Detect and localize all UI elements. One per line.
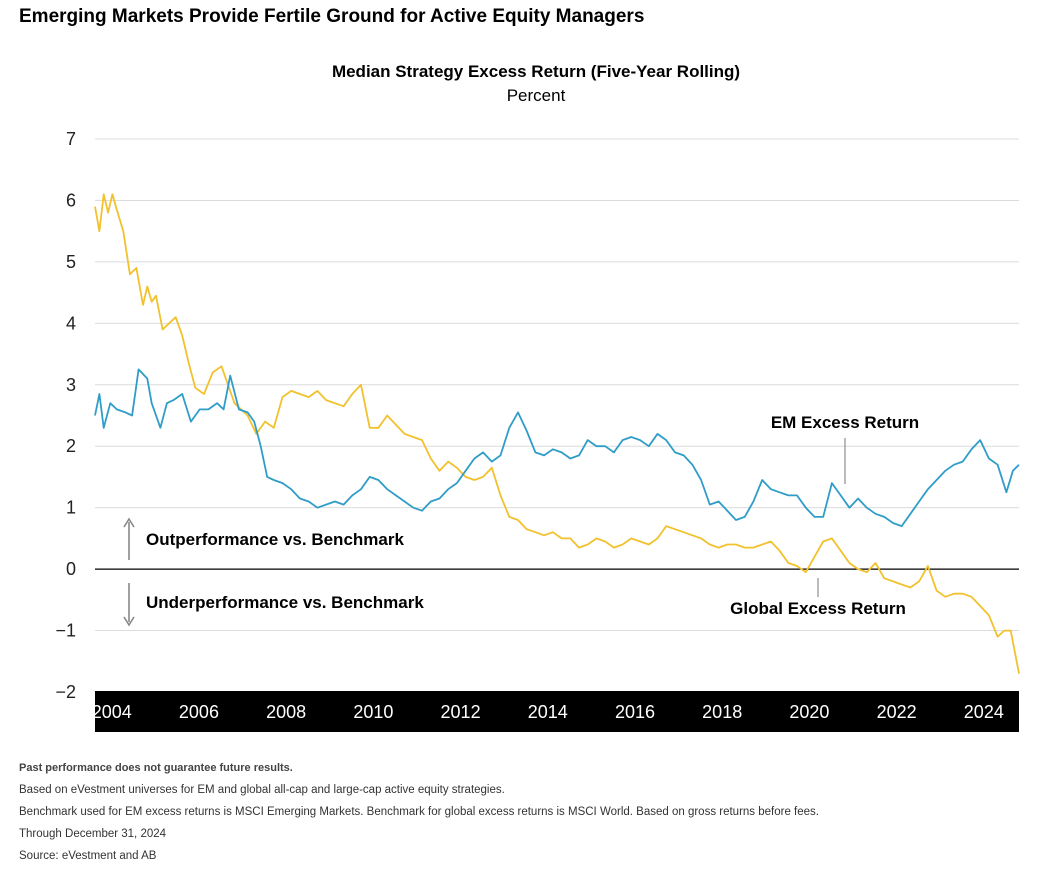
footnote-source: Source: eVestment and AB bbox=[19, 850, 157, 862]
gridlines bbox=[95, 138, 1019, 693]
x-axis-ticks: 2004 2006 2008 2010 2012 2014 2016 2018 2020 2022… bbox=[92, 702, 1004, 722]
y-tick-label: 6 bbox=[66, 190, 76, 210]
footnote-disclaimer: Past performance does not guarantee futu… bbox=[19, 762, 293, 774]
x-tick-label: 2004 bbox=[92, 702, 132, 722]
y-tick-label: 0 bbox=[66, 559, 76, 579]
outperformance-label: Outperformance vs. Benchmark bbox=[146, 530, 404, 549]
chart-title: Median Strategy Excess Return (Five-Year… bbox=[331, 62, 741, 81]
footnotes: Past performance does not guarantee futu… bbox=[19, 760, 819, 870]
em-series-label: EM Excess Return bbox=[771, 413, 919, 432]
x-tick-label: 2022 bbox=[877, 702, 917, 722]
footnote-universe: Based on eVestment universes for EM and … bbox=[19, 784, 505, 796]
x-tick-label: 2014 bbox=[528, 702, 568, 722]
y-tick-label: 7 bbox=[66, 129, 76, 149]
underperformance-label: Underperformance vs. Benchmark bbox=[146, 593, 424, 612]
x-tick-label: 2020 bbox=[789, 702, 829, 722]
x-tick-label: 2024 bbox=[964, 702, 1004, 722]
y-tick-label: −1 bbox=[55, 621, 76, 641]
x-tick-label: 2010 bbox=[353, 702, 393, 722]
global-excess-return-line bbox=[94, 193, 1020, 674]
x-tick-label: 2012 bbox=[441, 702, 481, 722]
footnote-benchmark: Benchmark used for EM excess returns is … bbox=[19, 806, 819, 818]
y-tick-label: 2 bbox=[66, 436, 76, 456]
series-lines bbox=[94, 193, 1020, 674]
y-tick-label: 4 bbox=[66, 313, 76, 333]
y-tick-label: 3 bbox=[66, 375, 76, 395]
global-series-label: Global Excess Return bbox=[730, 599, 906, 618]
y-tick-label: 5 bbox=[66, 252, 76, 272]
x-axis-band bbox=[95, 691, 1019, 732]
x-tick-label: 2018 bbox=[702, 702, 742, 722]
down-arrow-icon bbox=[123, 583, 135, 627]
em-excess-return-line bbox=[94, 368, 1020, 527]
footnote-date: Through December 31, 2024 bbox=[19, 828, 167, 840]
x-tick-label: 2006 bbox=[179, 702, 219, 722]
page-headline: Emerging Markets Provide Fertile Ground … bbox=[19, 6, 645, 27]
y-tick-label: 1 bbox=[66, 498, 76, 518]
up-arrow-icon bbox=[123, 517, 135, 560]
y-axis-ticks: 7 6 5 4 3 2 1 0 −1 −2 bbox=[55, 129, 76, 702]
y-tick-label: −2 bbox=[55, 682, 76, 702]
x-tick-label: 2016 bbox=[615, 702, 655, 722]
chart-subtitle: Percent bbox=[506, 86, 566, 105]
x-tick-label: 2008 bbox=[266, 702, 306, 722]
line-chart: 7 6 5 4 3 2 1 0 −1 −2 2004 2006 2008 2010 2012 2014 201… bbox=[55, 129, 1020, 732]
